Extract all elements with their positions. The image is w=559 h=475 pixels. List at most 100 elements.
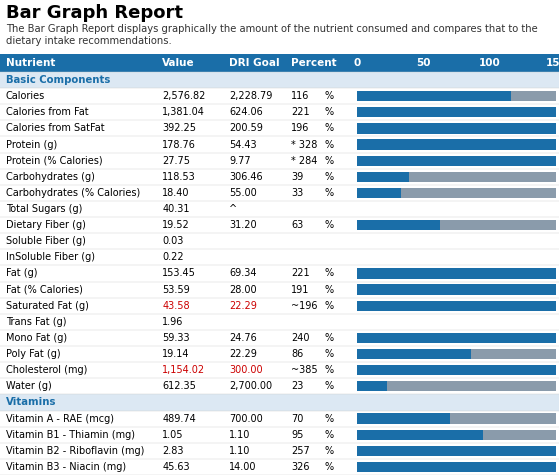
Bar xyxy=(0,394,559,410)
Text: 153.45: 153.45 xyxy=(162,268,196,278)
Text: 18.40: 18.40 xyxy=(162,188,190,198)
Bar xyxy=(0,72,559,88)
Text: %: % xyxy=(324,91,334,101)
Text: 86: 86 xyxy=(291,349,303,359)
Text: 59.33: 59.33 xyxy=(162,333,190,343)
Text: 1.96: 1.96 xyxy=(162,317,184,327)
Text: Percent: Percent xyxy=(291,58,337,68)
Text: 118.53: 118.53 xyxy=(162,172,196,182)
Text: * 284: * 284 xyxy=(291,156,318,166)
Text: 0.22: 0.22 xyxy=(162,252,184,262)
Text: 178.76: 178.76 xyxy=(162,140,196,150)
Text: 2,700.00: 2,700.00 xyxy=(229,381,273,391)
Text: %: % xyxy=(324,156,334,166)
Text: 9.77: 9.77 xyxy=(229,156,251,166)
Text: Fat (g): Fat (g) xyxy=(6,268,37,278)
Text: Vitamin B3 - Niacin (mg): Vitamin B3 - Niacin (mg) xyxy=(6,462,126,472)
Text: 0.03: 0.03 xyxy=(162,236,184,246)
Text: 100: 100 xyxy=(479,58,500,68)
Text: 700.00: 700.00 xyxy=(229,414,263,424)
Text: %: % xyxy=(324,268,334,278)
Bar xyxy=(357,365,556,375)
Text: %: % xyxy=(324,430,334,440)
Text: Vitamin B2 - Riboflavin (mg): Vitamin B2 - Riboflavin (mg) xyxy=(6,446,144,456)
Bar xyxy=(357,446,556,456)
Bar xyxy=(357,268,556,279)
Text: Carbohydrates (g): Carbohydrates (g) xyxy=(6,172,94,182)
Text: %: % xyxy=(324,220,334,230)
Text: %: % xyxy=(324,124,334,133)
Text: Calories from SatFat: Calories from SatFat xyxy=(6,124,105,133)
Text: 116: 116 xyxy=(291,91,309,101)
Text: %: % xyxy=(324,107,334,117)
Text: 196: 196 xyxy=(291,124,309,133)
Text: 240: 240 xyxy=(291,333,309,343)
Text: 40.31: 40.31 xyxy=(162,204,190,214)
Text: 45.63: 45.63 xyxy=(162,462,190,472)
Bar xyxy=(357,171,409,182)
Text: Value: Value xyxy=(162,58,195,68)
Text: %: % xyxy=(324,349,334,359)
Text: 489.74: 489.74 xyxy=(162,414,196,424)
Text: InSoluble Fiber (g): InSoluble Fiber (g) xyxy=(6,252,95,262)
Text: ~385: ~385 xyxy=(291,365,318,375)
Bar xyxy=(357,268,556,279)
Bar xyxy=(357,285,556,295)
Bar xyxy=(357,349,556,359)
Bar xyxy=(357,220,556,230)
Text: 0: 0 xyxy=(353,58,360,68)
Bar xyxy=(357,381,556,391)
Bar xyxy=(357,413,450,424)
Text: Calories: Calories xyxy=(6,91,45,101)
Text: %: % xyxy=(324,381,334,391)
Bar xyxy=(357,107,556,117)
Text: 200.59: 200.59 xyxy=(229,124,263,133)
Bar xyxy=(357,91,556,101)
Bar xyxy=(357,446,556,456)
Text: 221: 221 xyxy=(291,107,310,117)
Text: Nutrient: Nutrient xyxy=(6,58,55,68)
Bar xyxy=(357,123,556,133)
Text: 33: 33 xyxy=(291,188,303,198)
Bar xyxy=(0,54,559,72)
Text: %: % xyxy=(324,172,334,182)
Bar xyxy=(357,333,556,343)
Text: 50: 50 xyxy=(416,58,430,68)
Text: Basic Components: Basic Components xyxy=(6,75,110,85)
Text: %: % xyxy=(324,446,334,456)
Text: Fat (% Calories): Fat (% Calories) xyxy=(6,285,83,294)
Bar xyxy=(357,462,556,472)
Text: 1,381.04: 1,381.04 xyxy=(162,107,205,117)
Text: Trans Fat (g): Trans Fat (g) xyxy=(6,317,67,327)
Text: 191: 191 xyxy=(291,285,309,294)
Bar xyxy=(357,301,556,311)
Text: DRI Goal: DRI Goal xyxy=(229,58,280,68)
Text: 2.83: 2.83 xyxy=(162,446,184,456)
Text: 1.05: 1.05 xyxy=(162,430,184,440)
Text: Protein (% Calories): Protein (% Calories) xyxy=(6,156,102,166)
Text: Poly Fat (g): Poly Fat (g) xyxy=(6,349,60,359)
Text: 392.25: 392.25 xyxy=(162,124,196,133)
Text: 54.43: 54.43 xyxy=(229,140,257,150)
Text: ~196: ~196 xyxy=(291,301,318,311)
Bar xyxy=(357,139,556,150)
Text: 19.52: 19.52 xyxy=(162,220,190,230)
Text: Bar Graph Report: Bar Graph Report xyxy=(6,4,183,22)
Text: 1,154.02: 1,154.02 xyxy=(162,365,206,375)
Bar xyxy=(357,188,401,198)
Text: 55.00: 55.00 xyxy=(229,188,257,198)
Text: Dietary Fiber (g): Dietary Fiber (g) xyxy=(6,220,86,230)
Text: Cholesterol (mg): Cholesterol (mg) xyxy=(6,365,87,375)
Text: Vitamin A - RAE (mcg): Vitamin A - RAE (mcg) xyxy=(6,414,114,424)
Text: 22.29: 22.29 xyxy=(229,301,257,311)
Text: 70: 70 xyxy=(291,414,304,424)
Text: 221: 221 xyxy=(291,268,310,278)
Text: Calories from Fat: Calories from Fat xyxy=(6,107,88,117)
Text: %: % xyxy=(324,333,334,343)
Bar xyxy=(357,220,440,230)
Text: 624.06: 624.06 xyxy=(229,107,263,117)
Text: Mono Fat (g): Mono Fat (g) xyxy=(6,333,67,343)
Text: 23: 23 xyxy=(291,381,304,391)
Text: Protein (g): Protein (g) xyxy=(6,140,57,150)
Bar xyxy=(357,349,471,359)
